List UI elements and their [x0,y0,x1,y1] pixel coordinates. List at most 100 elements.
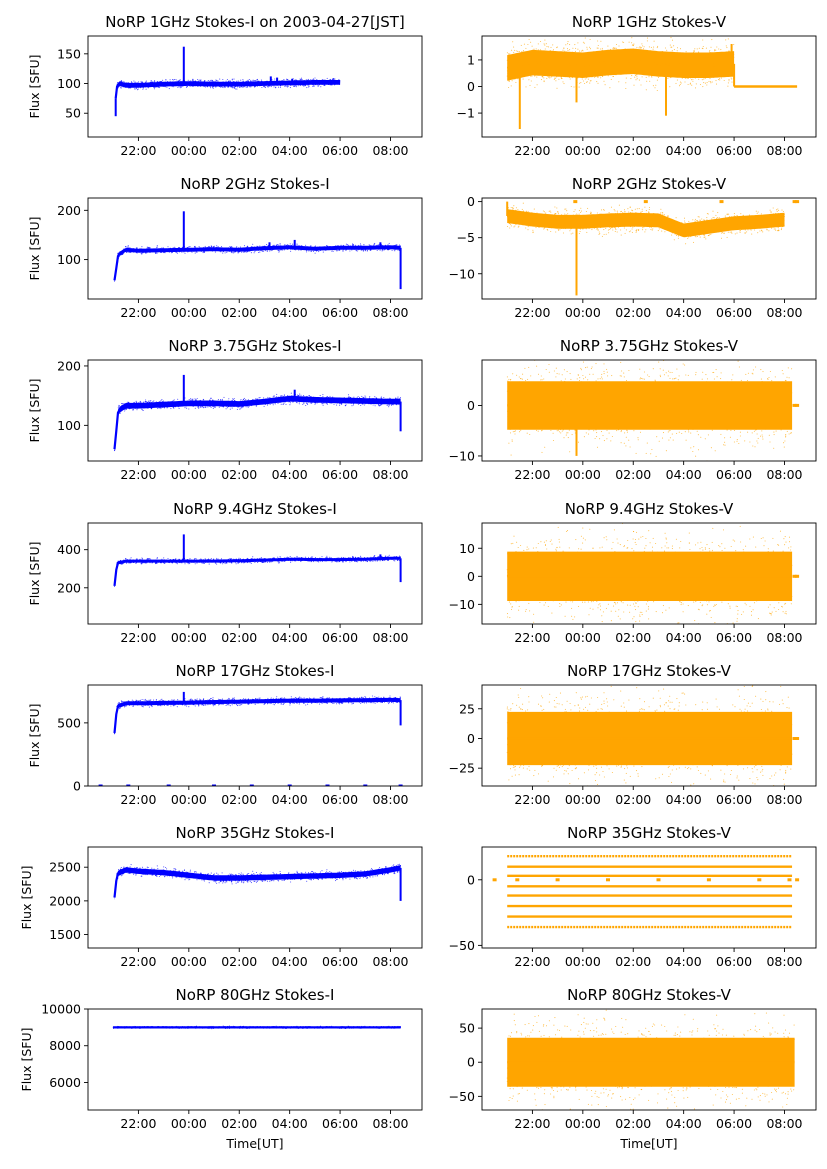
x-tick-label: 08:00 [766,143,802,158]
y-axis-label: Flux [SFU] [27,379,42,443]
y-axis-label: Flux [SFU] [19,1028,34,1092]
x-tick-label: 04:00 [666,792,702,807]
y-tick-label: 8000 [49,1038,81,1053]
series-line [114,81,341,99]
y-tick-label: 200 [57,203,81,218]
plot-area [506,1009,795,1110]
flat-segment [325,784,330,786]
x-tick-label: 02:00 [221,1116,257,1131]
x-tick-label: 22:00 [120,630,156,645]
y-tick-label: 10 [459,541,475,556]
subplot-title: NoRP 80GHz Stokes-I [176,986,335,1004]
plot-area [492,854,800,929]
y-tick-label: 400 [57,542,81,557]
x-tick-label: 22:00 [120,954,156,969]
x-tick-label: 00:00 [171,954,207,969]
plot-area [114,46,341,117]
flat-segment [492,878,497,882]
subplot-6: NoRP 3.75GHz Stokes-V 22:00 00:00 02:00 04:0… [449,337,817,482]
plot-area [506,523,800,624]
subplot-2: NoRP 1GHz Stokes-V 22:00 00:00 02:00 04:00 06… [457,13,817,158]
flat-segment [98,784,103,786]
flat-segment [287,784,292,786]
x-tick-label: 22:00 [514,467,550,482]
flat-segment [515,878,520,882]
subplot-10: NoRP 17GHz Stokes-V 22:00 00:00 02:00 04:00 0… [449,662,817,807]
data-band [114,865,401,901]
x-tick-label: 06:00 [716,143,752,158]
x-tick-label: 06:00 [322,630,358,645]
x-tick-label: 04:00 [272,630,308,645]
subplot-title: NoRP 2GHz Stokes-V [572,175,727,193]
data-band [114,697,401,735]
x-tick-label: 04:00 [272,467,308,482]
flat-segment [792,200,797,204]
flat-segment [706,878,711,882]
y-tick-label: 10000 [41,1002,81,1017]
plot-area [113,863,402,901]
axes-frame [87,359,423,462]
x-axis-label: Time[UT] [225,1136,283,1151]
series-line [113,557,401,587]
y-axis-label: Flux [SFU] [27,542,42,606]
x-tick-label: 08:00 [766,1116,802,1131]
y-tick-label: 2000 [49,893,81,908]
x-tick-label: 06:00 [716,792,752,807]
x-tick-label: 08:00 [766,792,802,807]
y-tick-label: 200 [57,358,81,373]
y-tick-label: 200 [57,580,81,595]
plot-area [98,691,403,786]
y-tick-label: 1 [467,52,475,67]
subplot-title: NoRP 1GHz Stokes-I on 2003-04-27[JST] [105,13,405,31]
subplot-12: NoRP 35GHz Stokes-V 22:00 00:00 02:00 04:00 0… [449,824,817,969]
y-tick-label: 0 [467,79,475,94]
flat-segment [792,403,797,407]
x-tick-label: 00:00 [171,1116,207,1131]
data-band [114,245,401,283]
x-tick-label: 02:00 [221,467,257,482]
axes-frame [481,522,817,625]
x-tick-label: 02:00 [221,792,257,807]
subplot-title: NoRP 80GHz Stokes-V [567,986,732,1004]
x-tick-label: 04:00 [272,954,308,969]
x-tick-label: 02:00 [615,792,651,807]
x-tick-label: 06:00 [716,467,752,482]
y-tick-label: 0 [467,1055,475,1070]
subplot-8: NoRP 9.4GHz Stokes-V 22:00 00:00 02:00 04:00… [449,500,817,645]
x-tick-label: 02:00 [221,630,257,645]
x-tick-label: 06:00 [322,305,358,320]
x-tick-label: 22:00 [120,1116,156,1131]
x-tick-label: 04:00 [666,1116,702,1131]
series-line [506,60,735,69]
plot-area [113,534,402,588]
x-tick-label: 08:00 [372,467,408,482]
y-axis-label: Flux [SFU] [27,217,42,281]
x-tick-label: 02:00 [221,143,257,158]
plot-area [113,211,402,290]
subplot-7: NoRP 9.4GHz Stokes-I 22:00 00:00 02:00 04:00… [27,500,423,645]
x-axis-label: Time[UT] [619,1136,677,1151]
x-tick-label: 22:00 [514,143,550,158]
x-tick-label: 22:00 [120,305,156,320]
plot-area [506,685,800,786]
x-tick-label: 06:00 [322,143,358,158]
series-line [113,397,401,450]
y-tick-label: 2500 [49,860,81,875]
y-tick-label: −10 [449,597,475,612]
flat-segment [795,878,800,882]
series-line [113,866,401,898]
flat-segment [249,784,254,786]
y-axis-label: Flux [SFU] [27,704,42,768]
subplot-title: NoRP 17GHz Stokes-I [176,662,335,680]
x-tick-label: 00:00 [171,305,207,320]
x-tick-label: 06:00 [716,305,752,320]
x-tick-label: 02:00 [615,305,651,320]
series-line [113,246,401,281]
x-tick-label: 04:00 [666,305,702,320]
x-tick-label: 04:00 [666,954,702,969]
x-tick-label: 22:00 [514,305,550,320]
y-axis-label: Flux [SFU] [19,866,34,930]
flat-segment [795,403,800,407]
x-tick-label: 22:00 [514,792,550,807]
